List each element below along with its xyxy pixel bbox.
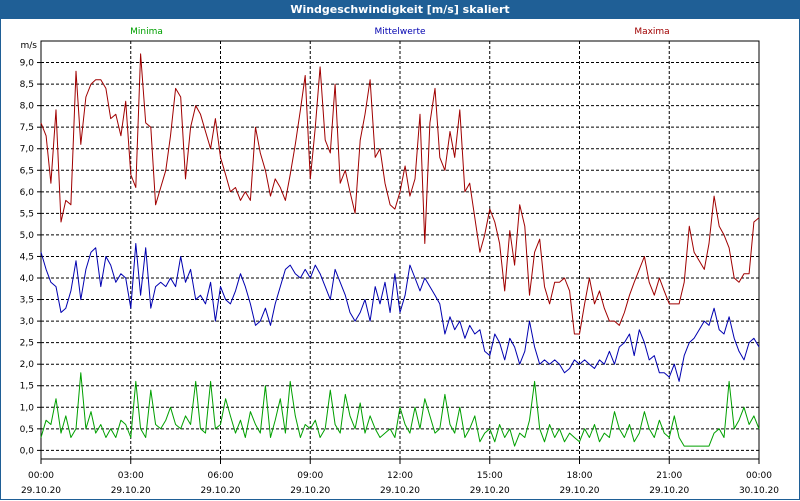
y-tick-label: 7,0 [20,145,35,155]
legend: Minima Mittelwerte Maxima [130,27,670,37]
y-axis-label: m/s [21,41,38,51]
x-tick-time: 18:00 [567,471,593,481]
x-tick-date: 29.10.20 [380,486,420,496]
x-tick-time: 21:00 [656,471,682,481]
y-tick-label: 8,0 [20,102,35,112]
grid-lines [40,40,760,460]
x-tick-date: 29.10.20 [21,486,61,496]
series-lines [40,53,760,447]
y-tick-label: 6,0 [20,188,35,198]
legend-minima: Minima [130,27,163,37]
series-line-maxima [40,53,760,335]
x-axis-ticks: 00:00 29.10.20 03:00 29.10.20 06:00 29.10.20 0… [21,459,779,496]
y-tick-label: 5,5 [20,209,34,219]
y-tick-label: 0,5 [20,425,34,435]
x-tick-time: 06:00 [208,471,234,481]
x-tick-date: 29.10.20 [290,486,330,496]
y-axis-ticks: 0,0 0,5 1,0 1,5 2,0 2,5 3,0 3,5 4,0 4,5 5,0 5,5 6,0 6… [20,59,41,456]
y-tick-label: 9,0 [20,59,35,69]
y-tick-label: 2,5 [20,339,34,349]
y-tick-label: 7,5 [20,123,34,133]
y-tick-label: 1,0 [20,403,35,413]
x-tick-date: 29.10.20 [649,486,689,496]
legend-mittelwerte: Mittelwerte [374,27,425,37]
x-tick-time: 03:00 [118,471,144,481]
x-tick-time: 09:00 [297,471,323,481]
series-line-mittelwerte [40,243,760,382]
y-tick-label: 3,5 [20,296,34,306]
y-tick-label: 3,0 [20,317,35,327]
y-tick-label: 1,5 [20,382,34,392]
x-tick-date: 29.10.20 [111,486,151,496]
legend-maxima: Maxima [634,27,669,37]
y-tick-label: 0,0 [20,446,35,456]
chart-title: Windgeschwindigkeit [m/s] skaliert [1,1,799,19]
x-tick-time: 12:00 [387,471,413,481]
x-tick-date: 29.10.20 [470,486,510,496]
x-tick-time: 00:00 [746,471,772,481]
y-tick-label: 5,0 [20,231,35,241]
x-tick-time: 00:00 [28,471,54,481]
y-tick-label: 2,0 [20,360,35,370]
x-tick-date: 30.10.20 [739,486,779,496]
x-tick-time: 15:00 [477,471,503,481]
y-tick-label: 4,5 [20,252,34,262]
y-tick-label: 4,0 [20,274,35,284]
x-tick-date: 29.10.20 [559,486,599,496]
y-tick-label: 6,5 [20,166,34,176]
series-line-minima [40,372,760,447]
x-tick-date: 29.10.20 [200,486,240,496]
y-tick-label: 8,5 [20,80,34,90]
